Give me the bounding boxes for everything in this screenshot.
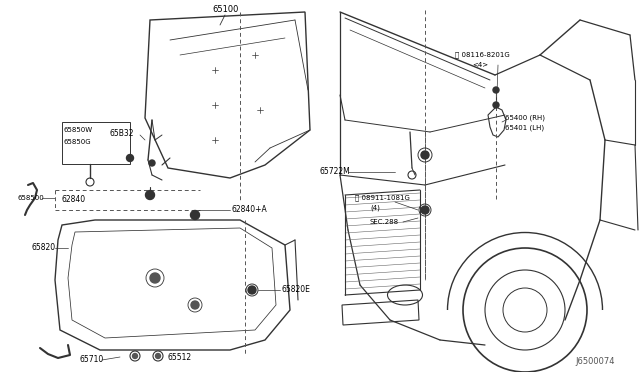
Text: 65512: 65512	[168, 353, 192, 362]
Circle shape	[191, 301, 199, 309]
Text: 65850G: 65850G	[64, 139, 92, 145]
Text: 62840: 62840	[62, 196, 86, 205]
Text: (4): (4)	[370, 205, 380, 211]
Text: 65850W: 65850W	[64, 127, 93, 133]
Text: 65B32: 65B32	[110, 128, 134, 138]
Circle shape	[156, 353, 161, 359]
Circle shape	[145, 190, 154, 199]
Circle shape	[127, 154, 134, 161]
Text: 65400 (RH): 65400 (RH)	[505, 115, 545, 121]
Circle shape	[248, 286, 256, 294]
Circle shape	[493, 87, 499, 93]
Circle shape	[421, 151, 429, 159]
Text: Ⓑ 08116-8201G: Ⓑ 08116-8201G	[455, 52, 509, 58]
Circle shape	[150, 273, 160, 283]
Circle shape	[132, 353, 138, 359]
Text: 65722M: 65722M	[320, 167, 351, 176]
Text: 65710: 65710	[80, 356, 104, 365]
Circle shape	[493, 102, 499, 108]
Text: <4>: <4>	[472, 62, 488, 68]
Text: 65401 (LH): 65401 (LH)	[505, 125, 544, 131]
Circle shape	[149, 160, 155, 166]
Text: J6500074: J6500074	[575, 357, 614, 366]
Text: 65100: 65100	[212, 6, 238, 15]
Text: 65820E: 65820E	[282, 285, 311, 295]
Text: SEC.288: SEC.288	[370, 219, 399, 225]
Text: 62840+A: 62840+A	[232, 205, 268, 215]
Text: Ⓝ 08911-1081G: Ⓝ 08911-1081G	[355, 195, 410, 201]
Text: 65820: 65820	[32, 244, 56, 253]
Text: 658500: 658500	[18, 195, 45, 201]
Circle shape	[421, 206, 429, 214]
Circle shape	[191, 211, 200, 219]
